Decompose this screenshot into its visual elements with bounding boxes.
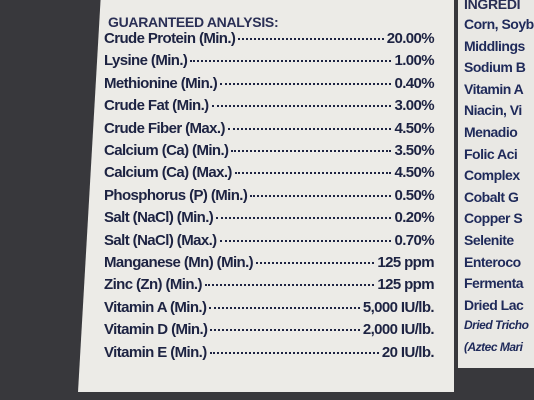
analysis-row: Salt (NaCl) (Max.) 0.70% <box>104 231 435 249</box>
nutrient-value: 125 ppm <box>377 276 434 294</box>
ingredient-line: Fermenta <box>464 275 524 292</box>
ingredient-line: Vitamin A <box>464 80 524 97</box>
analysis-row: Vitamin A (Min.) 5,000 IU/lb. <box>104 298 435 316</box>
analysis-row: Methionine (Min.) 0.40% <box>104 74 435 92</box>
analysis-row: Calcium (Ca) (Min.) 3.50% <box>104 142 435 159</box>
analysis-row: Crude Fiber (Max.) 4.50% <box>104 119 435 137</box>
analysis-row: Salt (NaCl) (Min.) 0.20% <box>104 209 435 227</box>
leader-dots <box>211 105 392 108</box>
leader-dots <box>231 150 392 152</box>
analysis-title: GUARANTEED ANALYSIS: <box>108 14 279 30</box>
nutrient-name: Calcium (Ca) (Min.) <box>104 142 229 159</box>
nutrient-name: Salt (NaCl) (Min.) <box>104 209 214 227</box>
ingredient-line: Copper S <box>464 210 523 227</box>
ingredient-line: Dried Tricho <box>464 318 529 333</box>
analysis-row: Vitamin E (Min.) 20 IU/lb. <box>104 343 435 361</box>
analysis-row: Phosphorus (P) (Min.) 0.50% <box>104 186 435 204</box>
leader-dots <box>238 38 384 40</box>
nutrient-value: 1.00% <box>394 52 434 70</box>
ingredient-line: Menadio <box>464 124 518 140</box>
nutrient-name: Crude Fiber (Max.) <box>104 119 225 137</box>
nutrient-name: Crude Fat (Min.) <box>104 97 209 115</box>
nutrient-name: Calcium (Ca) (Max.) <box>104 164 232 182</box>
analysis-row: Lysine (Min.) 1.00% <box>104 52 435 70</box>
nutrient-value: 0.40% <box>394 74 434 92</box>
nutrient-name: Manganese (Mn) (Min.) <box>104 254 254 271</box>
leader-dots <box>250 194 392 197</box>
nutrient-value: 4.50% <box>394 119 434 137</box>
nutrient-name: Vitamin D (Min.) <box>104 321 208 339</box>
analysis-row: Crude Fat (Min.) 3.00% <box>104 97 435 115</box>
leader-dots <box>210 329 360 332</box>
nutrient-value: 2,000 IU/lb. <box>362 321 435 339</box>
ingredient-line: Middlings <box>464 37 525 54</box>
analysis-row: Crude Protein (Min.) 20.00% <box>104 30 435 47</box>
nutrient-value: 125 ppm <box>377 254 434 271</box>
leader-dots <box>204 284 375 287</box>
leader-dots <box>234 172 392 175</box>
ingredient-line: Corn, Soyb <box>464 16 534 32</box>
nutrient-name: Vitamin A (Min.) <box>104 298 207 316</box>
nutrient-name: Phosphorus (P) (Min.) <box>104 186 248 204</box>
analysis-row: Vitamin D (Min.) 2,000 IU/lb. <box>104 321 435 339</box>
ingredient-line: Enteroco <box>464 253 521 270</box>
leader-dots <box>190 60 392 63</box>
leader-dots <box>209 306 360 309</box>
ingredient-line: Folic Aci <box>464 145 518 162</box>
nutrient-value: 3.50% <box>394 142 434 159</box>
ingredient-line: Selenite <box>464 232 514 248</box>
ingredient-line: Cobalt G <box>464 188 519 205</box>
analysis-row: Manganese (Mn) (Min.) 125 ppm <box>104 254 435 271</box>
nutrient-value: 5,000 IU/lb. <box>362 298 435 316</box>
leader-dots <box>227 127 392 130</box>
nutrient-name: Salt (NaCl) (Max.) <box>104 231 217 249</box>
nutrient-value: 0.50% <box>394 186 434 204</box>
ingredients-title: INGREDI <box>464 0 521 12</box>
nutrient-value: 0.20% <box>394 209 434 227</box>
ingredient-line: Sodium B <box>464 59 526 76</box>
leader-dots <box>256 262 375 264</box>
analysis-row: Calcium (Ca) (Max.) 4.50% <box>104 164 435 182</box>
analysis-row: Zinc (Zn) (Min.) 125 ppm <box>104 276 435 294</box>
nutrient-value: 0.70% <box>394 231 434 249</box>
nutrient-name: Zinc (Zn) (Min.) <box>104 276 202 294</box>
nutrient-name: Lysine (Min.) <box>104 52 188 70</box>
nutrient-value: 3.00% <box>394 97 434 115</box>
leader-dots <box>220 82 392 85</box>
nutrient-name: Methionine (Min.) <box>104 74 218 92</box>
leader-dots <box>219 239 392 242</box>
ingredient-panel <box>458 0 534 368</box>
nutrient-name: Crude Protein (Min.) <box>104 30 236 47</box>
nutrient-name: Vitamin E (Min.) <box>104 343 207 361</box>
nutrient-value: 4.50% <box>394 164 434 182</box>
nutrient-value: 20 IU/lb. <box>381 343 435 361</box>
ingredient-line: Dried Lac <box>464 296 524 313</box>
nutrient-value: 20.00% <box>386 30 435 47</box>
ingredient-line: Complex <box>464 167 520 184</box>
ingredient-line: (Aztec Mari <box>464 340 523 354</box>
leader-dots <box>209 351 379 354</box>
leader-dots <box>216 217 392 220</box>
ingredient-line: Niacin, Vi <box>464 102 522 119</box>
